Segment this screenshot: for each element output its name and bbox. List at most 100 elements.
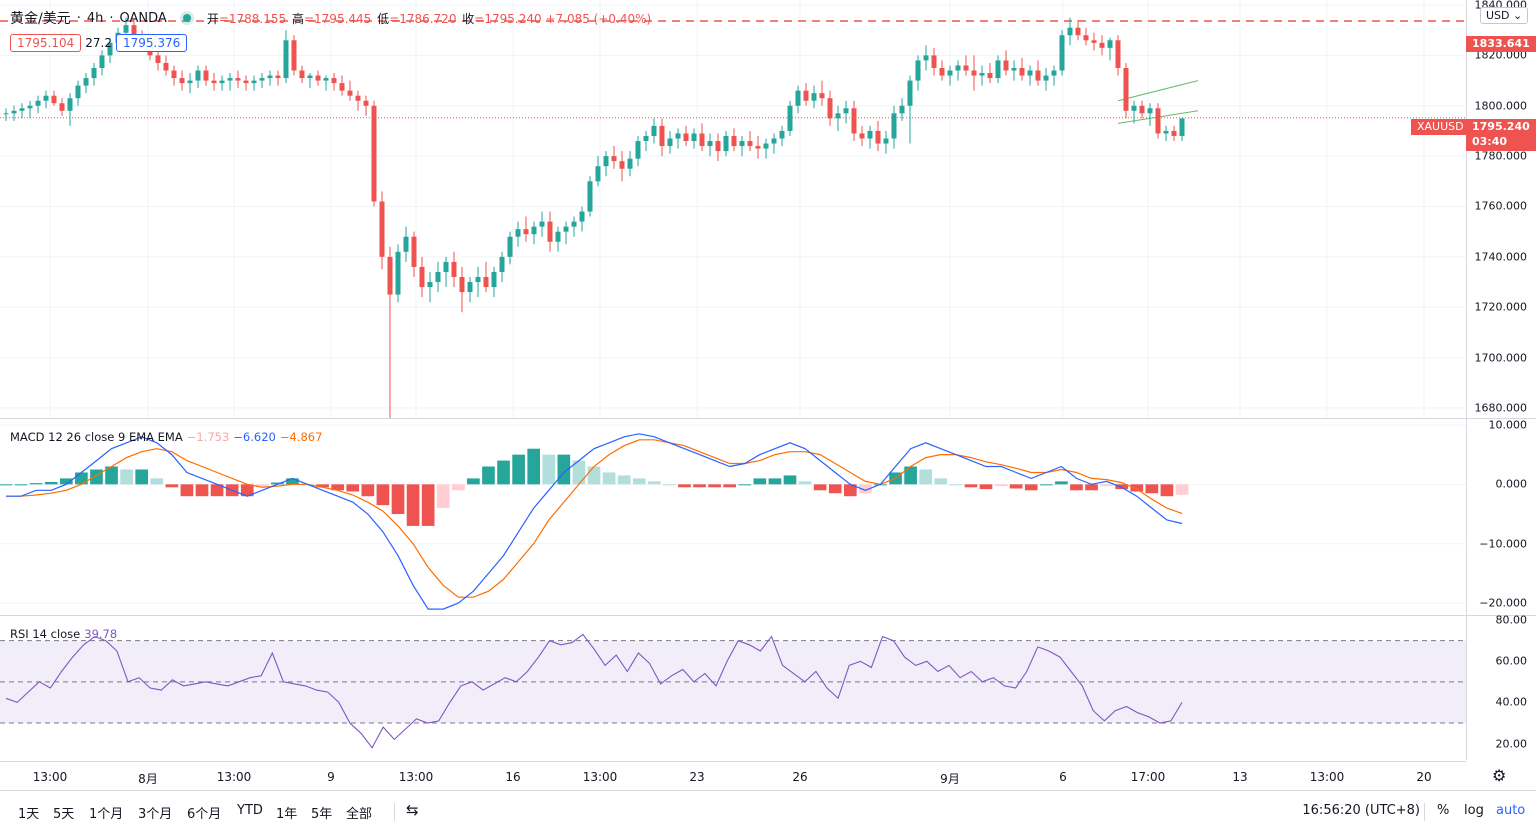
candle xyxy=(739,135,745,157)
candle xyxy=(539,211,545,237)
candle-body xyxy=(435,271,441,283)
candle-body xyxy=(11,110,17,114)
candle-body xyxy=(771,138,777,144)
candle-body xyxy=(1091,40,1097,43)
candle xyxy=(1147,103,1153,126)
candle-body xyxy=(611,156,617,162)
open-label: 开 xyxy=(206,11,219,26)
rsi-pane[interactable] xyxy=(0,616,1466,760)
sell-button[interactable]: 1795.104 xyxy=(10,34,82,52)
candle-body xyxy=(491,271,497,288)
range-button[interactable]: 5年 xyxy=(311,807,333,822)
candle xyxy=(579,206,585,232)
range-button[interactable]: 1个月 xyxy=(89,807,124,822)
candle xyxy=(731,128,737,152)
candle xyxy=(587,176,593,217)
pane-divider[interactable] xyxy=(0,615,1536,616)
candle xyxy=(835,105,841,131)
candle-body xyxy=(99,55,105,68)
time-axis[interactable]: 13:00 8月 13:00 9 13:00 16 13:00 23 26 9月 6 17:00 13 1… xyxy=(0,761,1466,790)
candle xyxy=(643,130,649,152)
range-button[interactable]: 6个月 xyxy=(187,807,222,822)
candle xyxy=(1067,17,1073,46)
candle-body xyxy=(971,70,977,76)
candle-body xyxy=(667,138,673,147)
goto-date-icon[interactable]: ⇆ xyxy=(406,801,419,819)
candle xyxy=(187,73,193,94)
price-pane[interactable] xyxy=(0,0,1466,418)
candle-body xyxy=(1163,130,1169,134)
macd-hist-bar xyxy=(150,478,164,485)
macd-chart[interactable] xyxy=(0,419,1466,615)
range-button[interactable]: 1年 xyxy=(276,807,298,822)
macd-hist-bar xyxy=(1009,484,1023,489)
candle-body xyxy=(419,266,425,288)
rsi-legend[interactable]: RSI 14 close 39.78 xyxy=(10,627,117,641)
rsi-chart[interactable] xyxy=(0,616,1466,760)
time-tick-label: 13:00 xyxy=(216,770,252,784)
candle xyxy=(659,118,665,157)
candle xyxy=(915,55,921,91)
candle-body xyxy=(483,276,489,288)
macd-hist-bar xyxy=(979,484,993,490)
macd-tick-label: −20.000 xyxy=(1479,596,1527,610)
candle-body xyxy=(1179,118,1185,136)
candle-body xyxy=(203,70,209,81)
candle-body xyxy=(1139,105,1145,114)
currency-select[interactable]: USD ⌄ xyxy=(1480,7,1529,24)
macd-hist-bar xyxy=(572,460,586,485)
candle-body xyxy=(707,141,713,147)
candle xyxy=(259,73,265,89)
candle xyxy=(691,128,697,149)
candle xyxy=(1115,35,1121,76)
rsi-scale[interactable]: 80.00 60.00 40.00 20.00 xyxy=(1466,614,1536,760)
candle-body xyxy=(843,108,849,114)
macd-legend[interactable]: MACD 12 26 close 9 EMA EMA −1.753 −6.620… xyxy=(10,430,322,444)
price-scale[interactable]: 1840.000 1820.000 1800.000 1780.000 1760.000… xyxy=(1466,0,1536,418)
macd-scale[interactable]: 10.000 0.000 −10.000 −20.000 xyxy=(1466,418,1536,615)
price-tick-label: 1700.000 xyxy=(1474,351,1528,365)
macd-pane[interactable] xyxy=(0,419,1466,615)
candle xyxy=(1051,65,1057,86)
candle-body xyxy=(851,108,857,134)
candle xyxy=(27,100,33,119)
candle-body xyxy=(763,143,769,149)
symbol-name[interactable]: 黄金/美元 xyxy=(10,11,71,27)
macd-hist-bar xyxy=(934,478,948,485)
candle xyxy=(875,120,881,152)
percent-toggle[interactable]: % xyxy=(1437,803,1450,818)
candle-body xyxy=(1115,40,1121,68)
range-button[interactable]: 5天 xyxy=(53,807,75,822)
gear-icon[interactable]: ⚙ xyxy=(1492,766,1507,785)
candle xyxy=(1059,30,1065,76)
rsi-value: 39.78 xyxy=(84,627,118,641)
rsi-tick-label: 20.00 xyxy=(1495,737,1528,751)
candle-body xyxy=(1043,75,1049,81)
macd-hist-value: −1.753 xyxy=(186,430,230,444)
candle xyxy=(1171,125,1177,142)
interval-label[interactable]: 4h xyxy=(86,10,104,26)
market-status-icon[interactable] xyxy=(182,14,191,22)
candle-body xyxy=(51,95,57,104)
range-button[interactable]: YTD xyxy=(237,803,263,818)
time-tick-label: 13:00 xyxy=(398,770,434,784)
macd-hist-bar xyxy=(497,460,510,485)
candle xyxy=(723,130,729,157)
range-button[interactable]: 全部 xyxy=(346,807,373,822)
log-toggle[interactable]: log xyxy=(1464,803,1484,818)
auto-toggle[interactable]: auto xyxy=(1496,803,1526,818)
candle-body xyxy=(555,231,561,242)
pane-divider[interactable] xyxy=(0,418,1536,419)
range-button[interactable]: 1天 xyxy=(18,807,40,822)
macd-tick-label: −10.000 xyxy=(1479,537,1527,551)
candle-body xyxy=(1027,70,1033,76)
macd-hist-bar xyxy=(602,472,616,485)
price-chart[interactable] xyxy=(0,0,1466,418)
candle xyxy=(171,65,177,86)
clock[interactable]: 16:56:20 (UTC+8) xyxy=(1302,803,1420,818)
macd-hist-bar xyxy=(59,478,73,485)
buy-button[interactable]: 1795.376 xyxy=(115,34,188,52)
candle-body xyxy=(187,80,193,84)
range-button[interactable]: 3个月 xyxy=(138,807,173,822)
candle xyxy=(387,246,393,418)
